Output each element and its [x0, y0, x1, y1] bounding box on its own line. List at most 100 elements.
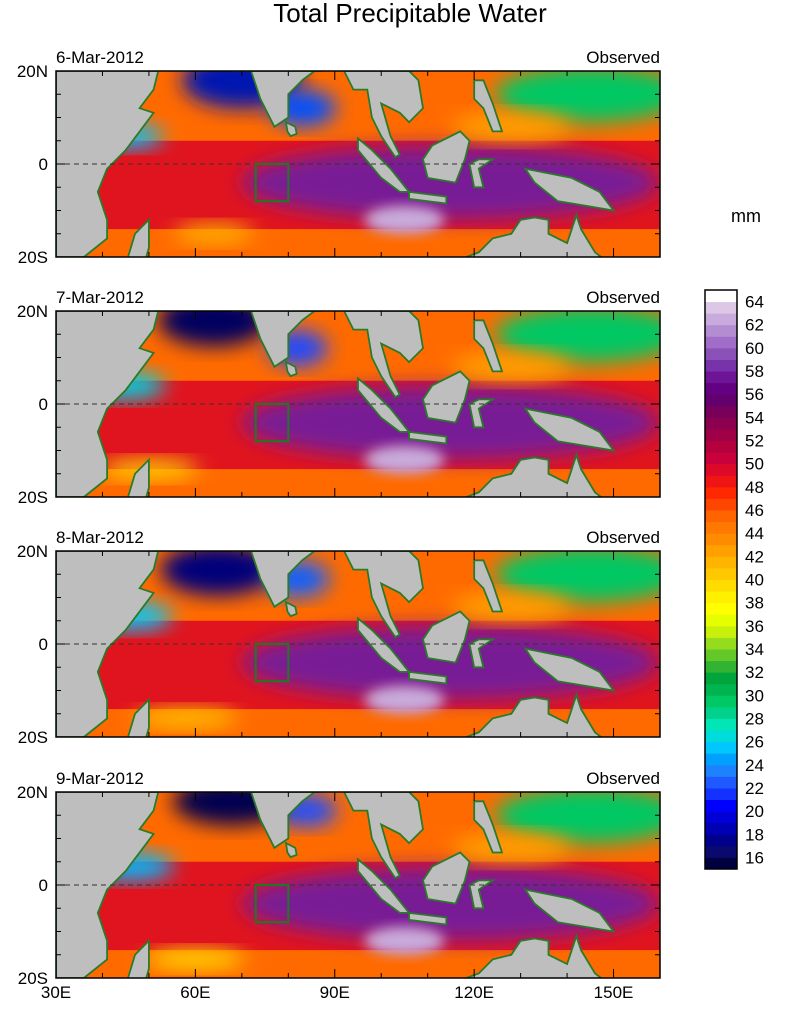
colorbar-tick-label: 64 — [745, 293, 764, 312]
sumatra-landmass — [357, 136, 411, 193]
colorbar-swatch — [705, 579, 737, 592]
new-guinea-landmass — [523, 407, 616, 452]
sri-lanka-landmass — [284, 360, 298, 378]
colorbar-swatch — [705, 591, 737, 604]
pacific-transition — [451, 592, 572, 621]
borneo-landmass — [422, 370, 471, 424]
y-tick-label: 0 — [39, 395, 48, 414]
colorbar-swatch — [705, 533, 737, 546]
colorbar-swatch — [705, 394, 737, 407]
dry-air-region — [173, 223, 254, 244]
colorbar-tick-label: 46 — [745, 501, 764, 520]
colorbar-swatch — [705, 845, 737, 858]
pacific-transition — [451, 112, 572, 141]
colorbar-swatch — [705, 799, 737, 812]
y-tick-label: 20S — [18, 248, 48, 267]
sri-lanka-landmass — [284, 600, 298, 618]
colorbar-swatch — [705, 706, 737, 719]
colorbar-tick-label: 26 — [745, 733, 764, 752]
dry-air-region — [160, 551, 277, 596]
dry-pacific-region — [495, 792, 660, 844]
colorbar: 16 18 20 22 24 26 28 30 32 34 36 38 40 42 44 46 48 50 52 54… — [704, 289, 764, 870]
colorbar-swatch — [705, 787, 737, 801]
colorbar-tick-label: 30 — [745, 686, 764, 705]
madagascar-landmass — [127, 217, 150, 257]
colorbar-swatch — [705, 614, 737, 627]
colorbar-swatch — [705, 857, 737, 870]
tpw-field — [56, 311, 660, 497]
australia-landmass — [463, 212, 603, 257]
sumatra-landmass — [357, 376, 411, 433]
colorbar-swatch — [705, 359, 737, 372]
peak-moisture-blob — [364, 445, 445, 474]
map-panel: 9-Mar-2012 Observed 20N 0 20S — [17, 769, 661, 988]
colorbar-swatch — [705, 764, 737, 777]
sulawesi-landmass — [468, 879, 496, 910]
philippines-landmass — [473, 559, 504, 613]
colorbar-tick-label: 60 — [745, 339, 764, 358]
colorbar-swatch — [705, 602, 737, 615]
colorbar-swatch — [705, 486, 737, 499]
colorbar-swatch — [705, 683, 737, 696]
sulawesi-landmass — [468, 638, 496, 669]
india-landmass — [232, 71, 322, 129]
colorbar-tick-label: 28 — [745, 709, 764, 728]
colorbar-tick-label: 24 — [745, 756, 764, 775]
y-tick-label: 20S — [18, 969, 48, 988]
colorbar-swatch — [705, 695, 737, 708]
panel-label: Observed — [586, 528, 660, 547]
colorbar-tick-label: 22 — [745, 779, 764, 798]
sulawesi-landmass — [468, 398, 496, 429]
africa-landmass — [56, 71, 160, 257]
x-tick-label: 120E — [454, 983, 494, 1002]
india-landmass — [232, 792, 322, 850]
dry-air-region — [145, 949, 246, 970]
sulawesi-landmass — [468, 158, 496, 189]
colorbar-swatch — [705, 776, 737, 789]
colorbar-swatch — [705, 811, 737, 824]
africa-landmass — [56, 551, 160, 737]
colorbar-swatch — [705, 290, 737, 303]
africa-landmass — [56, 311, 160, 497]
colorbar-swatch — [705, 382, 737, 395]
panel-date: 8-Mar-2012 — [56, 528, 144, 547]
colorbar-tick-label: 18 — [745, 825, 764, 844]
colorbar-tick-label: 58 — [745, 362, 764, 381]
borneo-landmass — [422, 610, 471, 664]
java-landmass — [408, 190, 448, 205]
colorbar-tick-label: 16 — [745, 848, 764, 867]
java-landmass — [408, 670, 448, 685]
colorbar-tick-label: 56 — [745, 385, 764, 404]
box-region — [254, 163, 290, 203]
peak-moisture-blob — [364, 685, 445, 714]
colorbar-frame — [704, 289, 738, 870]
colorbar-swatch — [705, 371, 737, 384]
box-region — [254, 403, 290, 443]
philippines-landmass — [473, 800, 504, 854]
colorbar-swatch — [705, 556, 737, 569]
madagascar-landmass — [127, 697, 150, 737]
colorbar-swatch — [705, 718, 737, 731]
colorbar-swatch — [705, 834, 737, 847]
x-axis-ticks: 30E 60E 90E 120E 150E — [41, 983, 634, 1002]
map-panel: 6-Mar-2012 Observed 20N 0 20S — [17, 48, 661, 267]
colorbar-swatch — [705, 544, 737, 557]
philippines-landmass — [473, 79, 504, 133]
indochina-landmass — [343, 792, 424, 880]
dry-air-region — [134, 708, 239, 729]
new-guinea-landmass — [523, 647, 616, 692]
colorbar-swatch — [705, 405, 737, 418]
colorbar-swatch — [705, 625, 737, 638]
new-guinea-landmass — [523, 167, 616, 212]
panel-date: 7-Mar-2012 — [56, 288, 144, 307]
colorbar-tick-label: 36 — [745, 617, 764, 636]
x-tick-label: 150E — [594, 983, 634, 1002]
tpw-field — [56, 71, 660, 257]
box-region — [254, 884, 290, 924]
colorbar-swatch — [705, 521, 737, 534]
indochina-landmass — [343, 311, 424, 399]
madagascar-landmass — [127, 457, 150, 497]
indochina-landmass — [343, 551, 424, 639]
indochina-landmass — [343, 71, 424, 159]
